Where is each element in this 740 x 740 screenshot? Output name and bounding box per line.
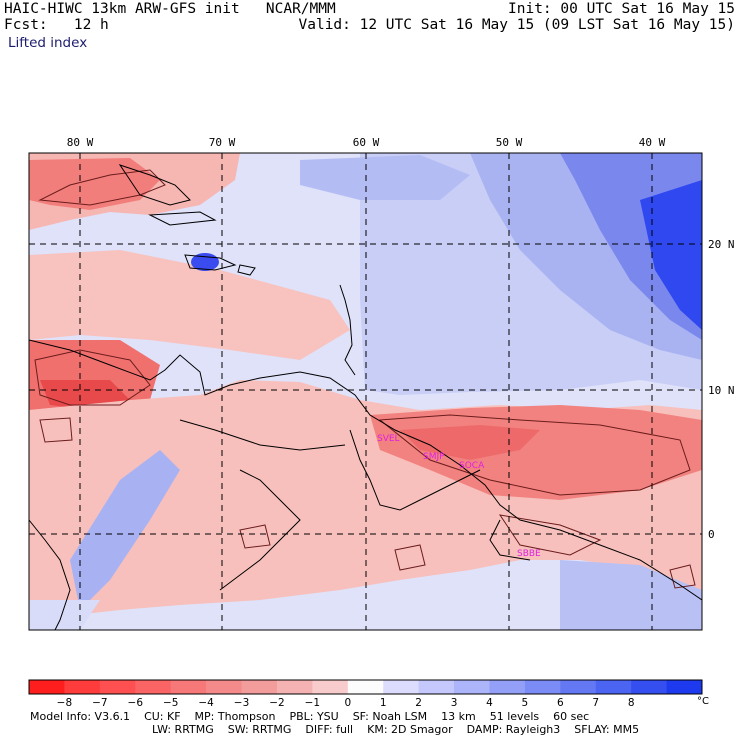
lon-label: 50 W: [496, 136, 523, 149]
field-positive-region: [29, 600, 100, 630]
colorbar-swatch: [560, 680, 597, 694]
colorbar-frame: [28, 679, 703, 695]
colorbar-tick: −4: [198, 697, 214, 709]
init-time: Init: 00 UTC Sat 16 May 15: [508, 1, 735, 17]
model-info-item: DAMP: Rayleigh3: [466, 723, 561, 736]
lat-label: 10 N: [708, 384, 735, 397]
model-info-item: KM: 2D Smagor: [367, 723, 453, 736]
colorbar-swatch: [418, 680, 455, 694]
colorbar-ticks: −8 −7 −6 −5 −4 −3 −2 −1 0 1 2 3 4 5 6 7 8: [57, 697, 635, 709]
field-name: Lifted index: [8, 35, 88, 51]
lon-label: 70 W: [209, 136, 236, 149]
colorbar-swatch: [666, 680, 703, 694]
model-info-item: Model Info: V3.6.1: [30, 710, 131, 723]
lat-label: 20 N: [708, 238, 735, 251]
model-info-item: PBL: YSU: [289, 710, 339, 723]
field-positive-region: [300, 155, 470, 200]
colorbar-tick: 0: [344, 697, 351, 709]
map-field: [29, 153, 702, 630]
colorbar-swatch: [524, 680, 561, 694]
model-info-item: SFLAY: MM5: [574, 723, 640, 736]
colorbar-swatch: [206, 680, 243, 694]
colorbar-swatch: [312, 680, 349, 694]
colorbar: [28, 679, 703, 695]
field-negative-region: [400, 425, 540, 460]
station-label: SBBE: [517, 549, 541, 559]
lat-lon-grid: [29, 153, 702, 630]
lat-label: 0: [708, 528, 715, 541]
field-negative-region: [29, 158, 160, 210]
lat-labels: 20 N 10 N 0: [708, 238, 735, 541]
valid-time: Valid: 12 UTC Sat 16 May 15 (09 LST Sat …: [298, 17, 736, 33]
model-info-item: DIFF: full: [305, 723, 354, 736]
station-label: SMJP: [423, 452, 445, 462]
forecast-hour: Fcst: 12 h: [4, 17, 109, 33]
colorbar-swatch: [135, 680, 172, 694]
colorbar-tick: 8: [628, 697, 635, 709]
colorbar-swatch: [99, 680, 136, 694]
stations: SVEL SMJP SOCA SBBE: [377, 434, 541, 559]
model-info-item: 51 levels: [489, 710, 540, 723]
model-info-item: LW: RRTMG: [152, 723, 214, 736]
colorbar-tick: 7: [592, 697, 599, 709]
field-positive-region: [560, 560, 702, 630]
lon-label: 40 W: [639, 136, 666, 149]
colorbar-swatch: [241, 680, 278, 694]
lon-label: 80 W: [67, 136, 94, 149]
model-info-item: CU: KF: [144, 710, 181, 723]
colorbar-swatch: [347, 680, 384, 694]
map-frame: [28, 152, 703, 631]
model-info-line1: Model Info: V3.6.1 CU: KF MP: Thompson PBL:…: [30, 711, 603, 723]
model-info-item: 60 sec: [553, 710, 590, 723]
colorbar-unit: °C: [697, 696, 709, 707]
station-label: SVEL: [377, 434, 400, 444]
colorbar-swatch: [64, 680, 101, 694]
colorbar-tick: −3: [234, 697, 249, 709]
colorbar-swatch: [170, 680, 207, 694]
lon-label: 60 W: [353, 136, 380, 149]
colorbar-tick: −5: [163, 697, 178, 709]
colorbar-tick: 5: [522, 697, 529, 709]
colorbar-tick: −2: [269, 697, 284, 709]
map-title: HAIC-HIWC 13km ARW-GFS init NCAR/MMM: [4, 1, 336, 17]
field-positive-region: [640, 180, 702, 330]
model-info-item: 13 km: [441, 710, 476, 723]
colorbar-tick: −8: [57, 697, 72, 709]
lon-labels: 80 W 70 W 60 W 50 W 40 W: [67, 136, 666, 149]
colorbar-swatch: [489, 680, 526, 694]
colorbar-tick: −1: [305, 697, 320, 709]
model-info-item: MP: Thompson: [194, 710, 276, 723]
colorbar-tick: 1: [380, 697, 387, 709]
colorbar-tick: 3: [451, 697, 458, 709]
colorbar-swatch: [383, 680, 420, 694]
coastlines: [29, 164, 702, 630]
colorbar-tick: 4: [486, 697, 493, 709]
colorbar-tick: 2: [415, 697, 422, 709]
field-positive-region: [70, 450, 180, 610]
field-negative-region: [29, 250, 350, 360]
station-label: SOCA: [459, 461, 485, 471]
model-info-line2: LW: RRTMG SW: RRTMG DIFF: full KM: 2D Smago…: [152, 724, 653, 736]
model-info-item: SW: RRTMG: [227, 723, 292, 736]
colorbar-swatch: [595, 680, 632, 694]
colorbar-swatch: [29, 680, 65, 694]
colorbar-swatch: [454, 680, 490, 694]
colorbar-tick: 6: [557, 697, 564, 709]
colorbar-tick: −7: [92, 697, 107, 709]
model-info-item: SF: Noah LSM: [352, 710, 428, 723]
colorbar-tick: −6: [128, 697, 144, 709]
colorbar-swatch: [631, 680, 668, 694]
colorbar-swatch: [276, 680, 313, 694]
